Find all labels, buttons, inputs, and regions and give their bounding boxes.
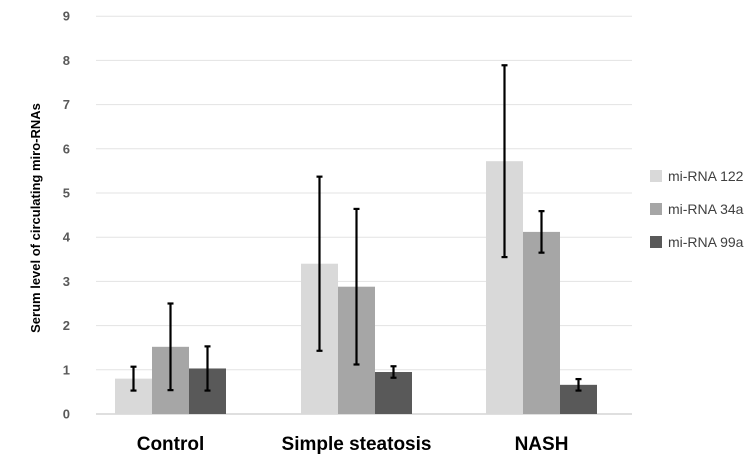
y-tick-label: 1: [63, 362, 70, 377]
x-category-label: Simple steatosis: [282, 434, 432, 455]
y-axis-label: Serum level of circulating miro-RNAs: [28, 103, 43, 333]
y-tick-label: 4: [63, 230, 71, 245]
legend-label: mi-RNA 99a: [668, 234, 744, 250]
bar: [523, 231, 560, 414]
y-tick-label: 2: [63, 318, 70, 333]
y-tick-label: 0: [63, 407, 70, 422]
error-bars: [130, 64, 582, 392]
y-tick-label: 7: [63, 97, 70, 112]
y-axis-ticks: 0 1 2 3 4 5 6 7 8 9: [63, 9, 71, 422]
y-tick-label: 6: [63, 141, 70, 156]
legend-label: mi-RNA 122: [668, 168, 744, 184]
legend-swatch: [650, 170, 662, 182]
y-tick-label: 5: [63, 186, 70, 201]
legend-swatch: [650, 236, 662, 248]
legend: mi-RNA 122 mi-RNA 34a mi-RNA 99a: [650, 168, 744, 250]
y-tick-label: 3: [63, 274, 70, 289]
y-tick-label: 8: [63, 53, 70, 68]
x-axis-categories: Control Simple steatosis NASH: [137, 434, 569, 455]
y-tick-label: 9: [63, 9, 70, 24]
legend-swatch: [650, 203, 662, 215]
x-category-label: NASH: [515, 434, 569, 455]
bar: [375, 372, 412, 414]
legend-label: mi-RNA 34a: [668, 201, 744, 217]
x-category-label: Control: [137, 434, 205, 455]
